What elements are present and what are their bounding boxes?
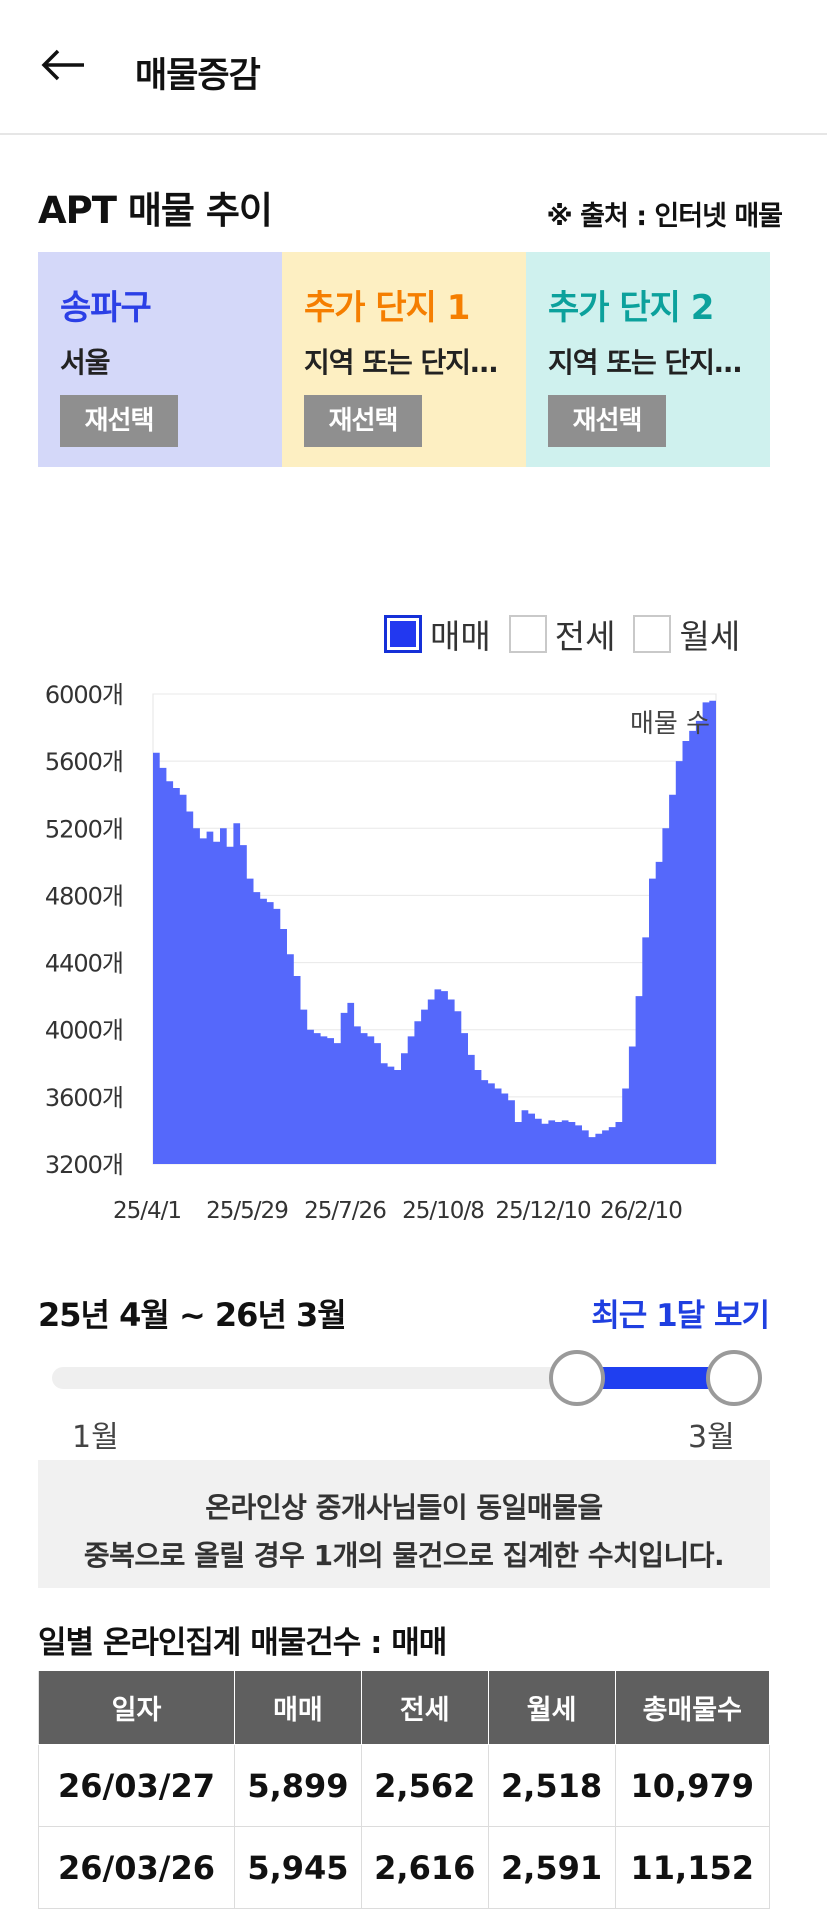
x-tick-label: 25/12/10 [495,1198,591,1224]
legend-item-monthly[interactable]: 월세 [633,610,740,658]
daily-listing-table: 일자 매매 전세 월세 총매물수 26/03/27 5,899 2,562 2,… [37,1670,770,1909]
y-tick-label: 3200개 [45,1151,123,1179]
col-sale: 매매 [234,1670,362,1745]
x-tick-label: 25/5/29 [206,1198,288,1224]
checkbox-icon[interactable] [633,615,672,653]
region-card-3: 추가 단지 2 지역 또는 단지를 선택 재선택 [526,252,770,467]
notice-line-1: 온라인상 중개사님들이 동일매물을 [205,1491,603,1524]
slider-max-label: 3월 [688,1420,735,1455]
cell-sale: 5,945 [234,1826,362,1909]
chart-legend: 매매 전세 월세 [384,610,758,658]
table-header-row: 일자 매매 전세 월세 총매물수 [37,1670,770,1745]
legend-label: 전세 [554,617,616,656]
app-header: 매물증감 [0,0,827,135]
card-title: 송파구 [60,288,152,328]
region-card-2: 추가 단지 1 지역 또는 단지를 선택 재선택 [282,252,526,467]
source-label: ※ 출처 : 인터넷 매물 [546,201,783,232]
y-tick-label: 4000개 [45,1017,123,1045]
cell-date: 26/03/27 [37,1744,236,1827]
range-slider-start-handle[interactable] [549,1350,605,1406]
sale-listing-area [153,700,716,1164]
x-tick-label: 26/2/10 [600,1198,682,1224]
recent-month-button[interactable]: 최근 1달 보기 [591,1298,770,1334]
notice-box: 온라인상 중개사님들이 동일매물을 중복으로 올릴 경우 1개의 물건으로 집계… [38,1460,770,1588]
checkbox-icon[interactable] [508,615,547,653]
legend-item-jeonse[interactable]: 전세 [508,610,616,658]
table-row: 26/03/26 5,945 2,616 2,591 11,152 [37,1826,770,1909]
range-slider-end-handle[interactable] [706,1350,762,1406]
checkbox-checked-icon[interactable] [384,615,422,653]
reselect-button[interactable]: 재선택 [60,395,178,447]
back-button[interactable] [40,45,88,85]
y-tick-label: 6000개 [45,681,123,709]
card-subtitle: 지역 또는 단지를 선택 [548,346,748,379]
region-cards: 송파구 서울 재선택 추가 단지 1 지역 또는 단지를 선택 재선택 추가 단… [38,252,770,467]
arrow-left-icon [41,49,84,81]
y-tick-label: 5200개 [45,815,123,843]
col-jeonse: 전세 [360,1670,489,1745]
card-subtitle: 지역 또는 단지를 선택 [304,346,504,379]
notice-line-2: 중복으로 올릴 경우 1개의 물건으로 집계한 수치입니다. [83,1539,725,1572]
cell-jeonse: 2,616 [360,1826,489,1909]
series-label: 매물 수 [630,709,710,739]
card-subtitle: 서울 [60,346,111,379]
legend-item-sale[interactable]: 매매 [384,610,491,658]
x-tick-label: 25/4/1 [113,1198,181,1224]
x-tick-label: 25/7/26 [304,1198,386,1224]
cell-monthly: 2,591 [487,1826,616,1909]
cell-jeonse: 2,562 [360,1744,489,1827]
reselect-button[interactable]: 재선택 [304,395,422,447]
y-tick-label: 4800개 [45,882,123,910]
region-card-1: 송파구 서울 재선택 [38,252,282,467]
y-tick-label: 3600개 [45,1084,123,1112]
y-tick-label: 4400개 [45,950,123,978]
x-tick-label: 25/10/8 [402,1198,484,1224]
col-monthly: 월세 [487,1670,616,1745]
section-title: APT 매물 추이 [38,189,273,232]
col-total: 총매물수 [614,1670,770,1745]
cell-sale: 5,899 [234,1744,362,1827]
date-range-label: 25년 4월 ~ 26년 3월 [38,1296,347,1334]
cell-monthly: 2,518 [487,1744,616,1827]
cell-date: 26/03/26 [37,1826,236,1909]
card-title: 추가 단지 1 [304,288,470,328]
table-row: 26/03/27 5,899 2,562 2,518 10,979 [37,1744,770,1827]
legend-label: 월세 [679,617,741,656]
reselect-button[interactable]: 재선택 [548,395,666,447]
card-title: 추가 단지 2 [548,288,714,328]
cell-total: 11,152 [614,1826,770,1909]
col-date: 일자 [37,1670,236,1745]
slider-min-label: 1월 [72,1420,119,1455]
page-title: 매물증감 [135,56,261,96]
cell-total: 10,979 [614,1744,770,1827]
range-slider-fill [577,1367,734,1389]
listing-trend-chart: 6000개 5600개 5200개 4800개 4400개 4000개 3600개 3200개… [45,681,717,1224]
table-title: 일별 온라인집계 매물건수 : 매매 [38,1625,447,1661]
legend-label: 매매 [430,617,491,656]
y-tick-label: 5600개 [45,748,123,776]
